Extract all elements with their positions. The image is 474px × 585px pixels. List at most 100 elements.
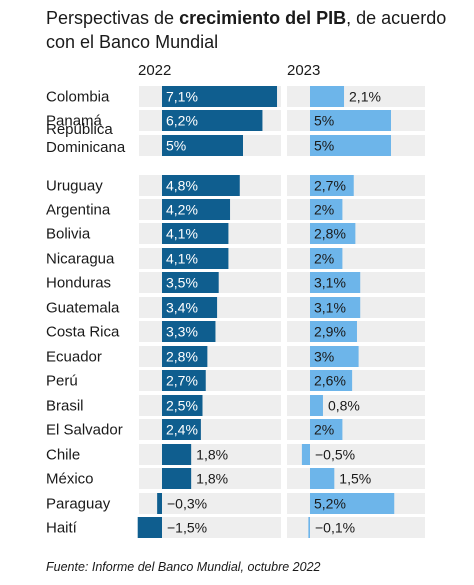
data-label-2023: 0,8% xyxy=(328,398,360,414)
category-label: Argentina xyxy=(46,202,111,219)
bar-track xyxy=(287,517,425,538)
category-label: Bolivia xyxy=(46,226,91,243)
bar-track xyxy=(139,370,281,391)
bar-2022 xyxy=(162,248,229,269)
category-label: Uruguay xyxy=(46,178,103,195)
column-header-2023: 2023 xyxy=(287,62,321,79)
bar-2022 xyxy=(162,223,229,244)
bar-2022 xyxy=(162,468,192,489)
data-label-2022: 5% xyxy=(166,138,186,154)
bar-2022 xyxy=(162,110,263,131)
bar-2023 xyxy=(310,110,391,131)
category-label: Colombia xyxy=(46,89,110,106)
bar-track xyxy=(287,223,425,244)
bar-2023 xyxy=(310,395,323,416)
data-label-2023: 3% xyxy=(314,349,334,365)
bar-2022 xyxy=(162,199,231,220)
data-label-2022: 7,1% xyxy=(166,89,198,105)
column-header-2022: 2022 xyxy=(138,62,172,79)
data-label-2023: −0,1% xyxy=(315,520,355,536)
bar-2023 xyxy=(310,493,395,514)
bar-2023 xyxy=(310,135,391,156)
bar-2023 xyxy=(310,419,343,440)
category-label: Guatemala xyxy=(46,300,120,317)
source-note: Fuente: Informe del Banco Mundial, octub… xyxy=(46,560,321,574)
data-label-2022: 4,1% xyxy=(166,251,198,267)
data-label-2023: 2% xyxy=(314,251,334,267)
title-bold: crecimiento del PIB xyxy=(179,8,347,28)
title-suffix: , de acuerdo con el Banco Mundial xyxy=(46,8,447,52)
bar-2022 xyxy=(162,135,243,156)
bar-2022 xyxy=(162,321,216,342)
bar-track xyxy=(287,248,425,269)
data-label-2022: 2,7% xyxy=(166,373,198,389)
bar-track xyxy=(139,517,281,538)
bar-2022 xyxy=(157,493,162,514)
data-label-2023: 1,5% xyxy=(339,471,371,487)
data-label-2023: 2,6% xyxy=(314,373,346,389)
chart-title: Perspectivas de crecimiento del PIB, de … xyxy=(46,6,466,54)
bar-2023 xyxy=(310,321,357,342)
data-label-2022: −1,5% xyxy=(167,520,207,536)
data-label-2022: 4,1% xyxy=(166,226,198,242)
bar-2023 xyxy=(310,468,335,489)
bar-track xyxy=(287,444,425,465)
data-label-2022: 2,5% xyxy=(166,398,198,414)
data-label-2022: 3,3% xyxy=(166,324,198,340)
data-label-2022: 4,2% xyxy=(166,202,198,218)
bar-2022 xyxy=(137,517,162,538)
data-label-2023: 2% xyxy=(314,202,334,218)
bar-2022 xyxy=(162,444,192,465)
data-label-2023: 3,1% xyxy=(314,300,346,316)
data-label-2023: 5% xyxy=(314,113,334,129)
bar-track xyxy=(287,370,425,391)
bar-track xyxy=(287,419,425,440)
bar-2022 xyxy=(162,175,240,196)
bar-2022 xyxy=(162,346,208,367)
data-label-2022: 4,8% xyxy=(166,178,198,194)
data-label-2023: 3,1% xyxy=(314,275,346,291)
category-label: Haití xyxy=(46,520,78,537)
data-label-2023: 2,9% xyxy=(314,324,346,340)
data-label-2023: 5% xyxy=(314,138,334,154)
bar-track xyxy=(139,493,281,514)
data-label-2023: 2,8% xyxy=(314,226,346,242)
category-label: El Salvador xyxy=(46,422,123,439)
bar-2022 xyxy=(162,370,206,391)
data-label-2022: 3,5% xyxy=(166,275,198,291)
category-label: Chile xyxy=(46,447,80,464)
data-label-2023: 2,1% xyxy=(349,89,381,105)
bar-2023 xyxy=(310,370,353,391)
category-label: Ecuador xyxy=(46,349,102,366)
category-label: Nicaragua xyxy=(46,251,115,268)
bar-2023 xyxy=(308,517,310,538)
bar-2023 xyxy=(310,272,361,293)
bar-2022 xyxy=(162,297,218,318)
category-label: Costa Rica xyxy=(46,324,120,341)
bar-2022 xyxy=(162,395,203,416)
data-label-2023: −0,5% xyxy=(315,447,355,463)
data-label-2022: 1,8% xyxy=(196,471,228,487)
bar-track xyxy=(139,395,281,416)
bar-2022 xyxy=(162,272,219,293)
category-label: Brasil xyxy=(46,398,84,415)
category-label: Perú xyxy=(46,373,78,390)
data-label-2022: 1,8% xyxy=(196,447,228,463)
category-label: México xyxy=(46,471,94,488)
data-label-2022: 2,4% xyxy=(166,422,198,438)
data-label-2023: 2,7% xyxy=(314,178,346,194)
bar-track xyxy=(139,346,281,367)
bar-2023 xyxy=(310,86,345,107)
category-label: República Dominicana xyxy=(46,121,126,156)
bar-track xyxy=(139,419,281,440)
category-label: Paraguay xyxy=(46,496,111,513)
bar-2023 xyxy=(310,223,356,244)
data-label-2022: 2,8% xyxy=(166,349,198,365)
bar-track xyxy=(287,199,425,220)
bar-2023 xyxy=(301,444,310,465)
bar-2023 xyxy=(310,199,343,220)
data-label-2022: 3,4% xyxy=(166,300,198,316)
bar-2023 xyxy=(310,346,359,367)
data-label-2023: 5,2% xyxy=(314,496,346,512)
